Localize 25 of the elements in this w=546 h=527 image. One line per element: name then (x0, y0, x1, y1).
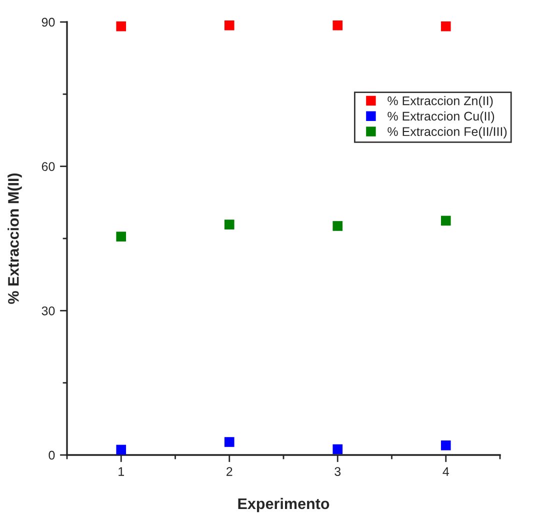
y-axis-title: % Extraccion M(II) (8, 173, 22, 304)
point (116, 232, 126, 242)
legend-label: % Extraccion Zn(II) (388, 96, 493, 108)
x-tick-label: 3 (334, 467, 341, 476)
x-tick-label: 1 (118, 467, 124, 476)
x-tick-label: 2 (226, 467, 232, 476)
x-axis-title: Experimento (238, 498, 330, 512)
point (440, 216, 451, 226)
point (116, 444, 126, 455)
point (224, 20, 234, 30)
y-tick-label: 60 (42, 162, 55, 171)
point (332, 221, 343, 231)
point (224, 220, 234, 230)
point (224, 437, 234, 447)
legend-label: % Extraccion Cu(II) (388, 111, 494, 124)
point (332, 444, 343, 454)
x-tick-label: 4 (442, 467, 449, 476)
y-tick-label: 30 (42, 306, 55, 316)
point (116, 21, 126, 32)
y-tick-label: 90 (42, 18, 55, 27)
y-tick-label: 0 (48, 450, 55, 460)
legend-label: % Extraccion Fe(II/III) (388, 126, 507, 138)
point (332, 20, 343, 30)
point (440, 440, 451, 450)
point (440, 21, 451, 32)
